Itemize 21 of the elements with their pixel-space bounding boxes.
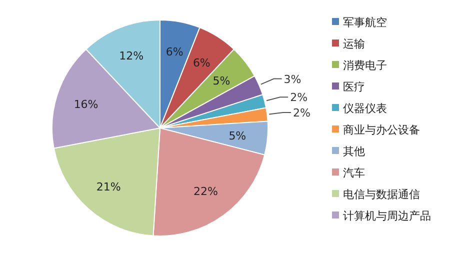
data-label: 5% [212,74,230,88]
legend-label: 汽车 [343,166,365,180]
legend-label: 军事航空 [343,16,387,29]
legend-label: 仪器仪表 [343,102,387,115]
data-label: 22% [193,184,218,198]
data-label: 2% [293,106,310,120]
data-label: 12% [119,50,144,63]
legend-label: 其他 [343,145,365,158]
data-label: 16% [74,98,98,111]
data-label: 5% [228,129,246,142]
legend-label: 消费电子 [343,59,387,72]
data-label: 2% [290,91,308,104]
legend-label: 计算机与周边产品 [343,210,431,222]
legend-label: 医疗 [343,80,365,94]
legend-label: 运输 [343,38,365,50]
data-label: 21% [96,180,121,194]
data-label: 3% [284,72,302,86]
legend-label: 商业与办公设备 [343,124,420,136]
data-label: 6% [166,46,184,59]
data-label: 6% [192,56,210,70]
legend-label: 电信与数据通信 [343,188,420,201]
